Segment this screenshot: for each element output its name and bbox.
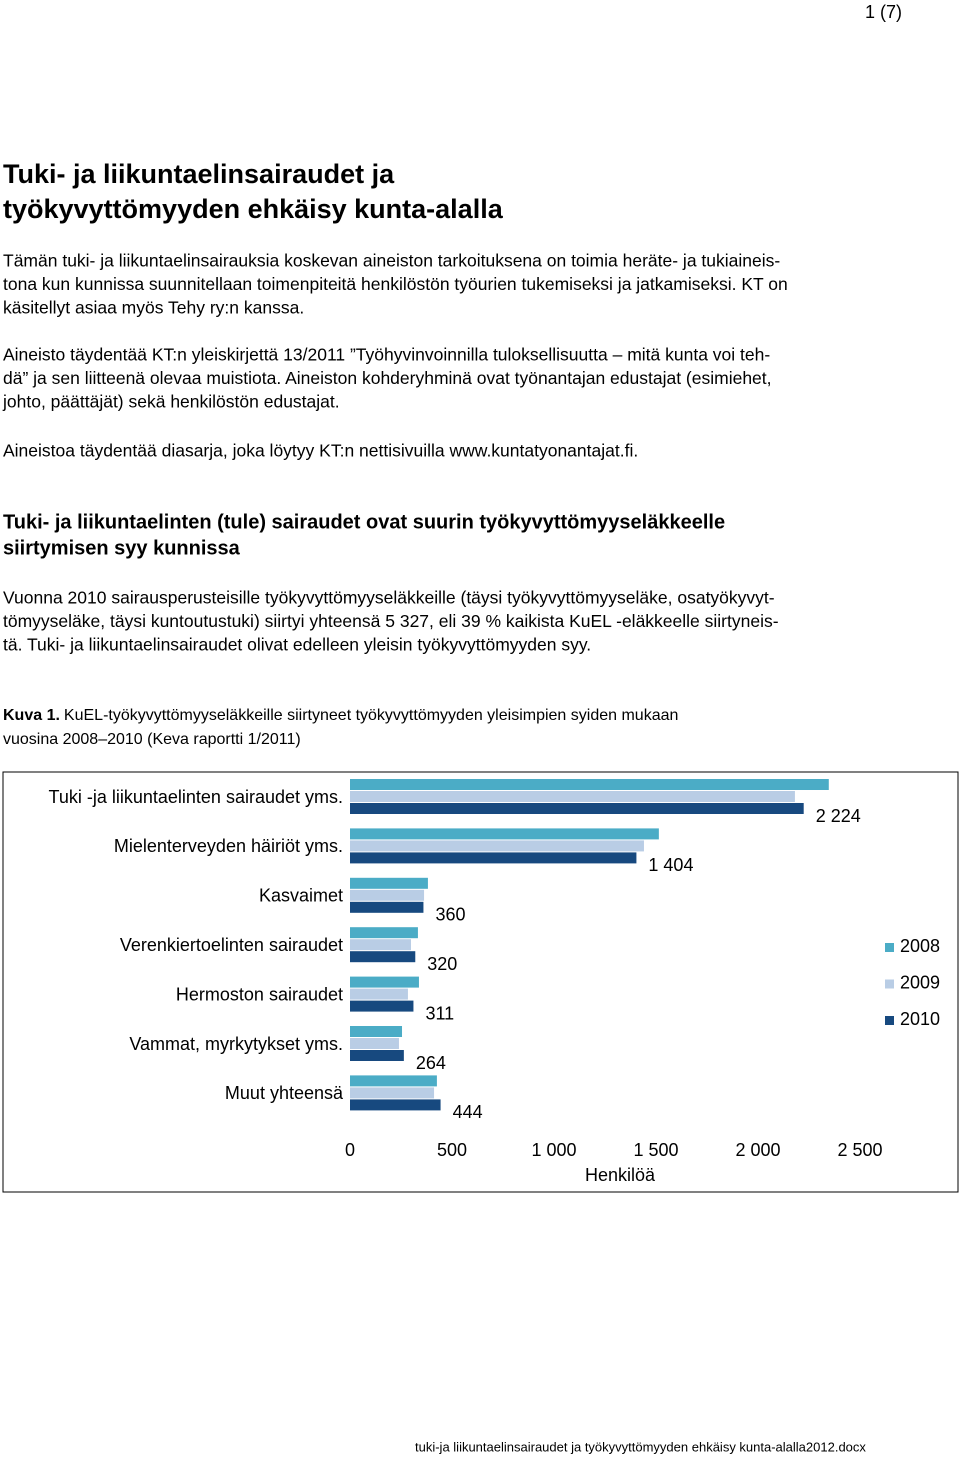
paragraph-line: dä” ja sen liitteenä olevaa muistiota. A… [3, 368, 772, 388]
value-label: 444 [453, 1102, 483, 1122]
footer: tuki-ja liikuntaelinsairaudet ja työkyvy… [415, 1439, 866, 1454]
section-heading: siirtymisen syy kunnissa [3, 537, 241, 559]
value-label: 311 [425, 1003, 454, 1023]
paragraph-line: tömyyseläke, täysi kuntoutustuki) siirty… [3, 611, 779, 631]
x-axis-title: Henkilöä [585, 1165, 656, 1185]
category-label: Kasvaimet [259, 886, 343, 906]
legend-label: 2010 [900, 1009, 940, 1029]
value-label: 360 [435, 905, 465, 925]
paragraph-line: Vuonna 2010 sairausperusteisille työkyvy… [3, 588, 775, 608]
x-tick-label: 500 [437, 1140, 467, 1160]
bar [350, 1000, 414, 1012]
bar [350, 1038, 399, 1049]
category-label: Verenkiertoelinten sairaudet [120, 935, 343, 955]
bar [350, 976, 419, 988]
caption-text: vuosina 2008–2010 (Keva raportti 1/2011) [3, 731, 301, 748]
bar [350, 927, 418, 939]
bar [350, 791, 795, 802]
bar [350, 779, 829, 790]
paragraph-line: Aineistoa täydentää diasarja, joka löyty… [3, 441, 638, 461]
category-label: Muut yhteensä [225, 1083, 344, 1103]
paragraph-line: tä. Tuki- ja liikuntaelinsairaudet oliva… [3, 635, 591, 655]
bar [350, 828, 659, 840]
value-label: 320 [427, 954, 457, 974]
category-label: Mielenterveyden häiriöt yms. [114, 836, 343, 856]
x-tick-label: 1 500 [633, 1140, 678, 1160]
x-tick-label: 2 000 [735, 1140, 780, 1160]
bar [350, 803, 804, 814]
paragraph-line: Tämän tuki- ja liikuntaelinsairauksia ko… [3, 251, 780, 271]
x-tick-label: 1 000 [531, 1140, 576, 1160]
bar [350, 852, 637, 864]
value-label: 264 [416, 1053, 446, 1073]
bar [350, 877, 428, 889]
category-label: Vammat, myrkytykset yms. [129, 1034, 343, 1054]
category-label: Tuki -ja liikuntaelinten sairaudet yms. [49, 787, 343, 807]
bar [350, 951, 416, 963]
chart-frame [2, 771, 959, 1193]
bar [350, 988, 408, 1000]
legend-swatch [885, 1016, 894, 1025]
section-heading: Tuki- ja liikuntaelinten (tule) sairaude… [3, 511, 725, 533]
legend-swatch [885, 979, 894, 989]
paragraph-line: johto, päättäjät) sekä henkilöstön edust… [2, 392, 340, 412]
bar [350, 939, 411, 951]
bar [350, 1050, 404, 1061]
value-label: 1 404 [648, 855, 693, 875]
paragraph-line: käsitellyt asiaa myös Tehy ry:n kanssa. [3, 298, 304, 318]
value-label: 2 224 [816, 806, 861, 826]
x-tick-label: 2 500 [837, 1140, 882, 1160]
category-label: Hermoston sairaudet [176, 984, 343, 1004]
caption-text: KuEL-työkyvyttömyyseläkkeille siirtyneet… [64, 707, 678, 724]
bar [350, 1075, 437, 1087]
caption-label: Kuva 1. [3, 707, 60, 724]
legend-swatch [885, 943, 894, 952]
x-tick-label: 0 [345, 1140, 355, 1160]
bar [350, 1099, 441, 1111]
title: työkyvyttömyyden ehkäisy kunta-alalla [3, 194, 504, 224]
page-number: 1 (7) [865, 2, 902, 22]
paragraph-line: Aineisto täydentää KT:n yleiskirjettä 13… [3, 345, 770, 365]
bar [350, 840, 644, 852]
bar [350, 1087, 435, 1099]
bar [350, 1026, 403, 1037]
title: Tuki- ja liikuntaelinsairaudet ja [3, 159, 395, 189]
legend-label: 2008 [900, 936, 940, 956]
bar [350, 901, 424, 913]
paragraph-line: tona kun kunnissa suunnitellaan toimenpi… [3, 274, 788, 294]
bar [350, 889, 425, 901]
legend-label: 2009 [900, 972, 940, 992]
